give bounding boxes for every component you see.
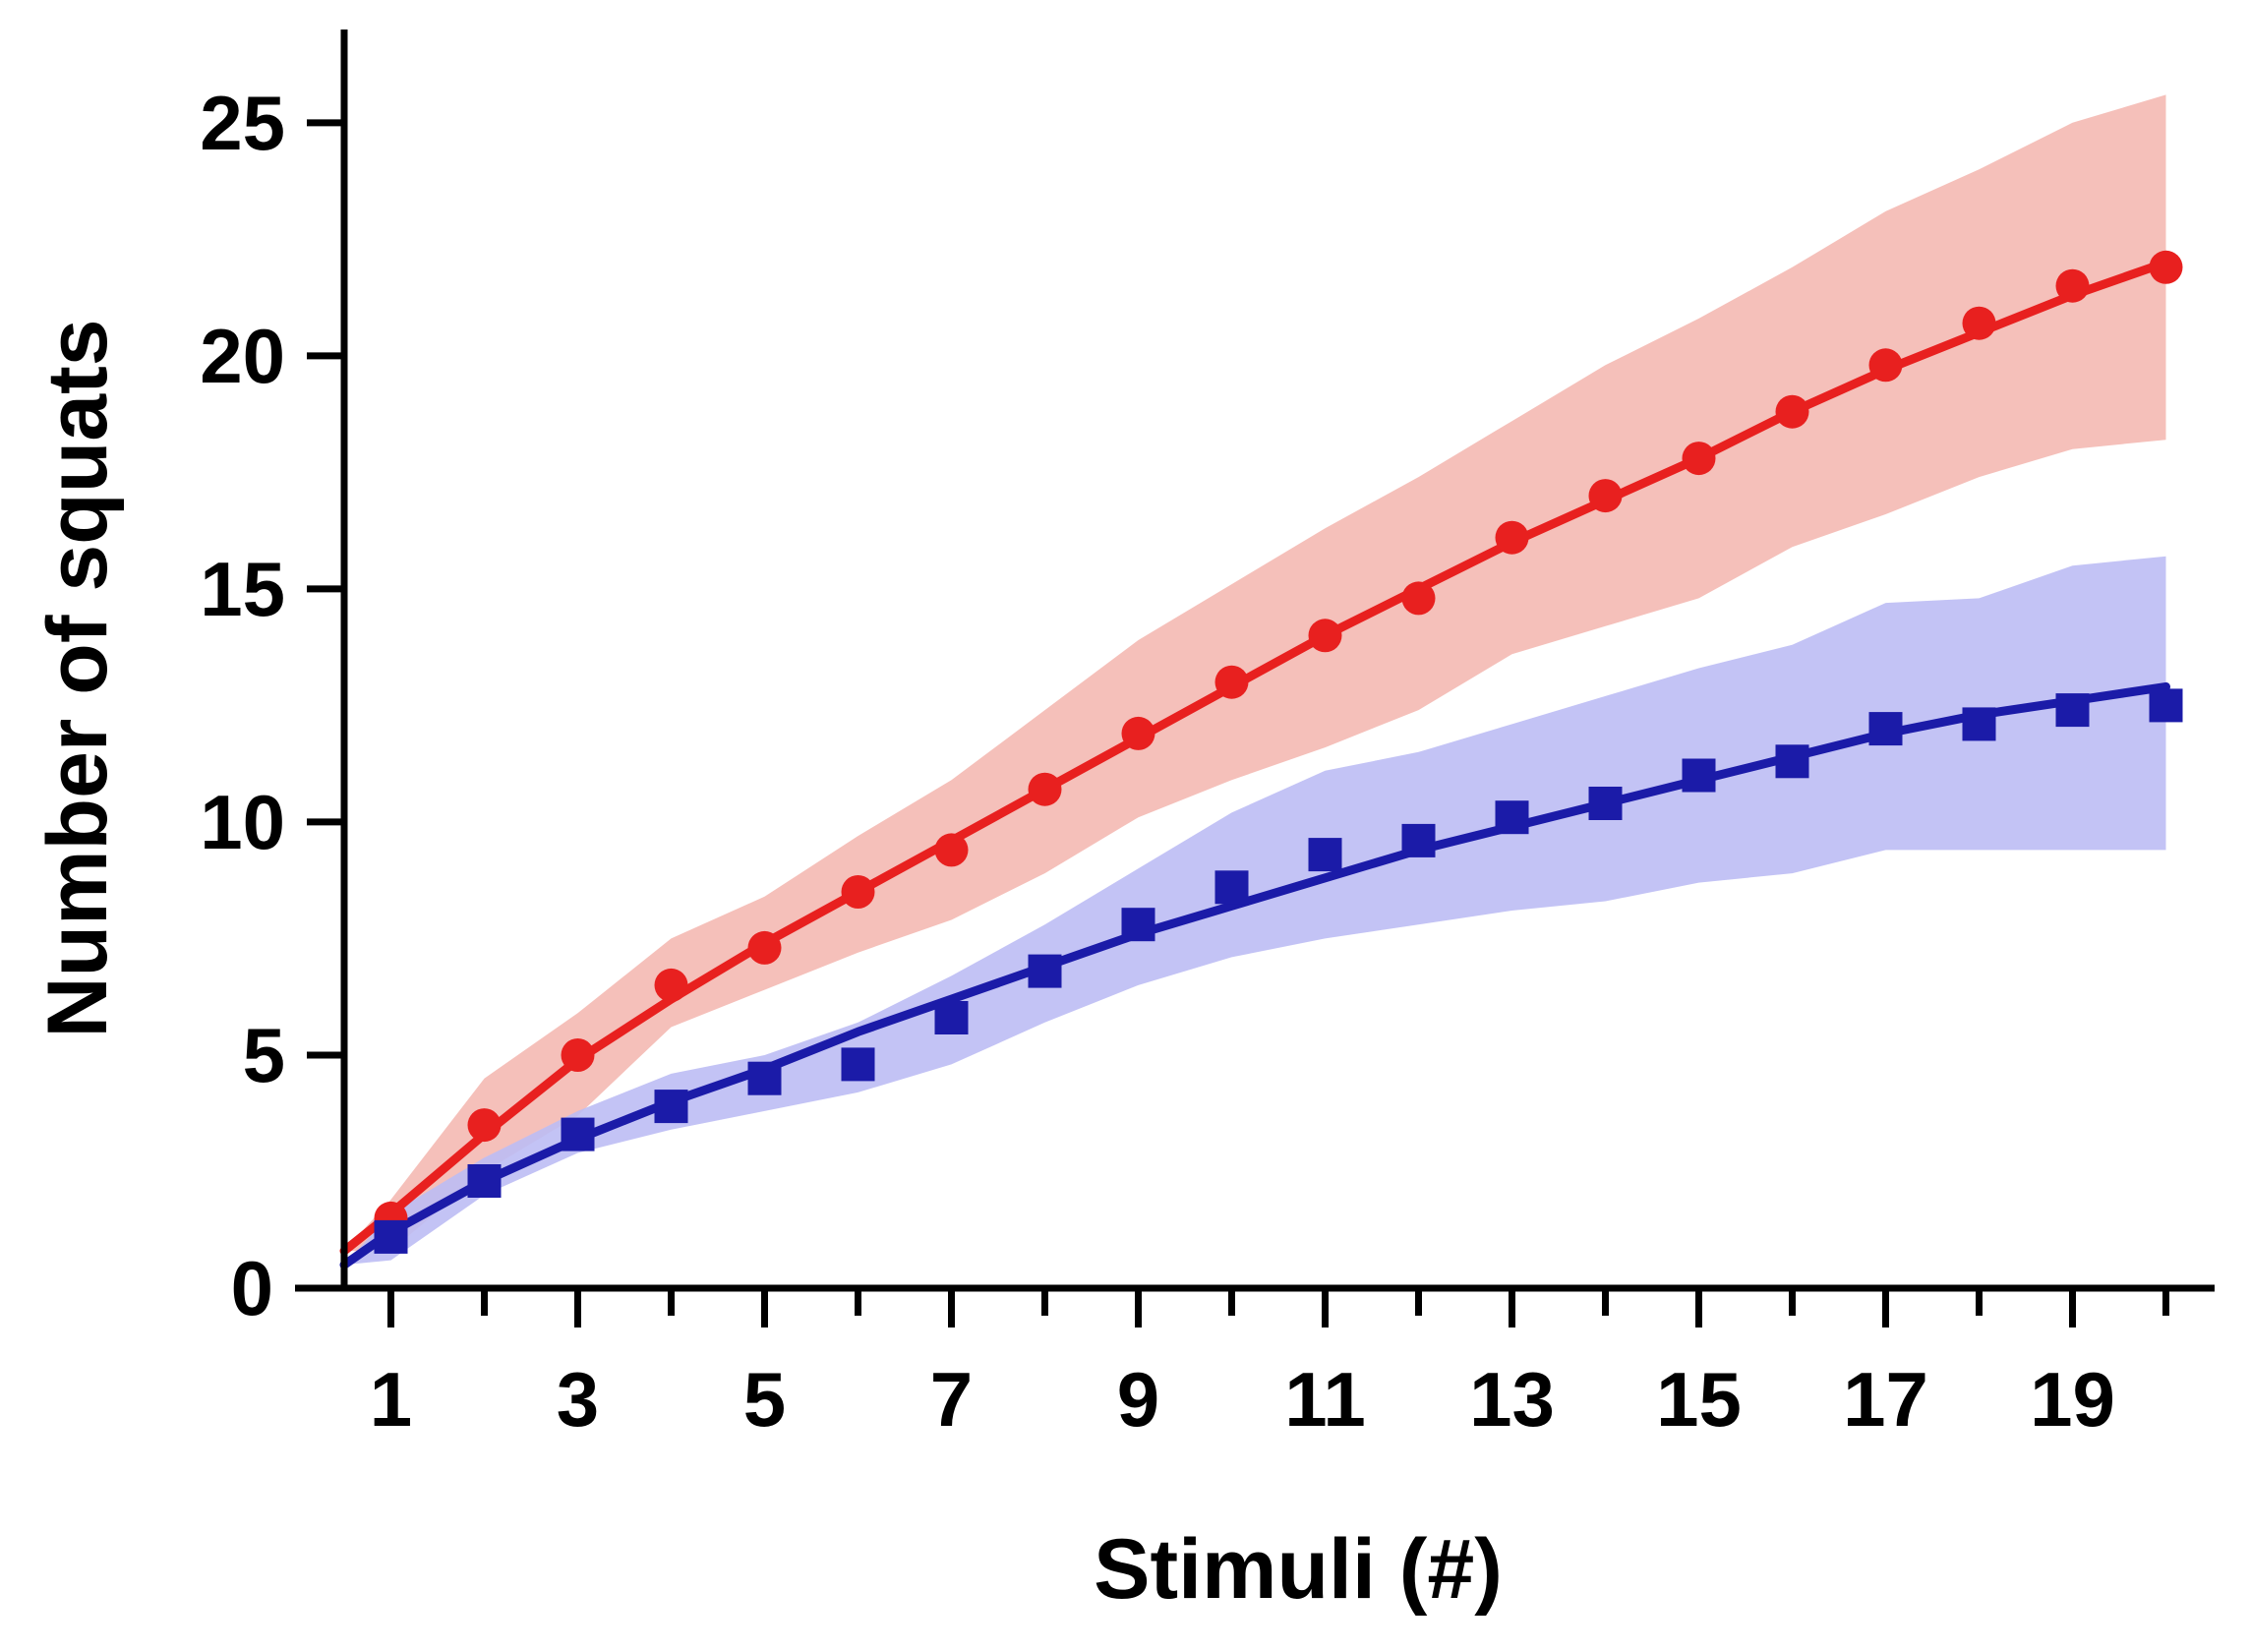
fit-line-blue	[339, 681, 2170, 1269]
point-red-4	[654, 968, 688, 1002]
y-tick-label-10: 10	[200, 779, 285, 865]
point-red-3	[561, 1038, 595, 1072]
y-tick-label-0: 0	[231, 1245, 273, 1331]
point-red-2	[467, 1108, 502, 1143]
point-blue-8	[1028, 954, 1062, 988]
point-red-11	[1308, 619, 1342, 653]
point-blue-10	[1214, 870, 1249, 905]
data-markers	[374, 250, 2183, 1254]
point-blue-13	[1495, 800, 1529, 835]
x-tick-label-7: 7	[930, 1356, 973, 1443]
point-red-15	[1682, 442, 1716, 476]
point-blue-1	[374, 1219, 408, 1254]
point-red-20	[2149, 250, 2183, 284]
x-tick-label-17: 17	[1843, 1356, 1928, 1443]
x-tick-label-3: 3	[557, 1356, 599, 1443]
x-tick-label-1: 1	[370, 1356, 412, 1443]
point-red-6	[841, 875, 875, 909]
point-blue-19	[2055, 693, 2090, 728]
point-blue-20	[2149, 688, 2183, 723]
point-red-9	[1121, 716, 1155, 750]
x-tick-label-9: 9	[1117, 1356, 1159, 1443]
point-blue-15	[1682, 758, 1716, 793]
x-tick-label-5: 5	[743, 1356, 786, 1443]
point-red-12	[1401, 581, 1436, 616]
point-blue-11	[1308, 838, 1342, 872]
point-red-19	[2055, 268, 2090, 303]
point-blue-12	[1401, 823, 1436, 857]
confidence-bands	[344, 94, 2166, 1266]
point-red-16	[1775, 394, 1809, 429]
point-blue-16	[1775, 744, 1809, 779]
point-red-14	[1588, 479, 1623, 513]
point-red-13	[1495, 520, 1529, 555]
y-tick-label-15: 15	[200, 546, 285, 632]
point-red-17	[1868, 348, 1903, 383]
point-blue-2	[467, 1164, 502, 1198]
y-tick-label-5: 5	[243, 1012, 285, 1098]
point-blue-7	[934, 1001, 969, 1034]
point-blue-18	[1962, 707, 1996, 741]
point-blue-6	[841, 1047, 875, 1082]
axes	[295, 30, 2215, 1292]
x-tick-label-11: 11	[1284, 1356, 1365, 1443]
point-blue-5	[747, 1061, 782, 1095]
point-blue-17	[1868, 712, 1903, 746]
point-blue-3	[561, 1117, 595, 1151]
point-red-7	[934, 833, 969, 867]
band-blue	[344, 556, 2166, 1266]
point-blue-14	[1588, 787, 1623, 820]
point-blue-4	[654, 1090, 688, 1124]
x-tick-label-13: 13	[1469, 1356, 1555, 1443]
x-tick-label-15: 15	[1656, 1356, 1742, 1443]
point-red-10	[1214, 665, 1249, 699]
x-axis-title: Stimuli (#)	[1094, 1522, 1503, 1617]
point-red-5	[747, 930, 782, 965]
y-tick-label-20: 20	[200, 313, 285, 399]
y-tick-label-25: 25	[200, 80, 285, 166]
point-blue-9	[1121, 908, 1155, 942]
point-red-18	[1962, 306, 1996, 340]
x-tick-label-19: 19	[2030, 1356, 2115, 1443]
y-axis-title: Number of squats	[30, 319, 125, 1037]
point-red-8	[1028, 772, 1062, 806]
